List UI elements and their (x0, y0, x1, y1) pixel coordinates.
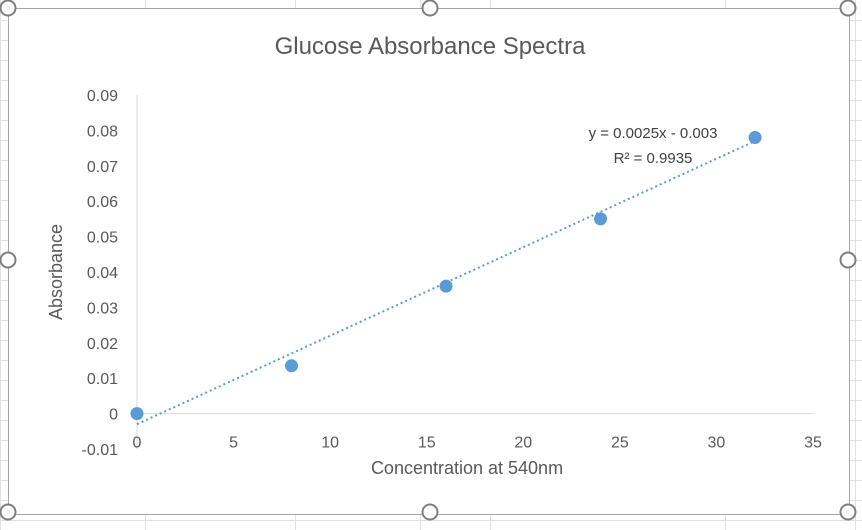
y-tick-labels: -0.01 0 0.01 0.02 0.03 0.04 0.05 0.06 0.07 0.08 0.… (82, 88, 119, 459)
y-tick-label: 0.06 (87, 194, 118, 211)
x-tick-label: 15 (418, 435, 436, 452)
x-tick-label: 30 (708, 435, 726, 452)
chart-title: Glucose Absorbance Spectra (275, 33, 587, 60)
y-tick-label: 0 (109, 407, 118, 424)
resize-handle[interactable] (839, 503, 857, 521)
y-tick-label: 0.01 (87, 371, 118, 388)
x-tick-label: 0 (133, 435, 142, 452)
y-tick-label: -0.01 (82, 442, 119, 459)
resize-handle[interactable] (0, 0, 17, 17)
data-point (439, 279, 453, 293)
resize-handles[interactable] (0, 0, 857, 521)
data-point (130, 407, 144, 421)
resize-handle[interactable] (839, 0, 857, 17)
resize-handle[interactable] (421, 0, 439, 17)
x-tick-label: 5 (229, 435, 238, 452)
y-axis-title: Absorbance (46, 224, 66, 320)
data-points (130, 130, 762, 421)
y-tick-label: 0.09 (87, 88, 118, 105)
y-tick-label: 0.03 (87, 300, 118, 317)
y-tick-label: 0.08 (87, 123, 118, 140)
x-tick-labels: 0 5 10 15 20 25 30 35 (133, 435, 822, 452)
y-tick-label: 0.04 (87, 265, 118, 282)
x-tick-label: 25 (611, 435, 629, 452)
data-point (594, 212, 608, 226)
resize-handle[interactable] (0, 503, 17, 521)
x-axis-title: Concentration at 540nm (371, 458, 563, 478)
x-tick-label: 35 (804, 435, 822, 452)
chart-area[interactable] (8, 8, 850, 515)
resize-handle[interactable] (421, 503, 439, 521)
trendline-equation: y = 0.0025x - 0.003 (589, 125, 718, 142)
linear-trendline (136, 140, 756, 426)
x-tick-label: 10 (321, 435, 339, 452)
data-point (285, 359, 299, 373)
y-tick-label: 0.05 (87, 230, 118, 247)
y-tick-label: 0.02 (87, 336, 118, 353)
trendline-r-squared: R² = 0.9935 (614, 150, 693, 167)
y-tick-label: 0.07 (87, 159, 118, 176)
resize-handle[interactable] (839, 251, 857, 269)
resize-handle[interactable] (0, 251, 17, 269)
x-tick-label: 20 (514, 435, 532, 452)
data-point (748, 130, 762, 144)
